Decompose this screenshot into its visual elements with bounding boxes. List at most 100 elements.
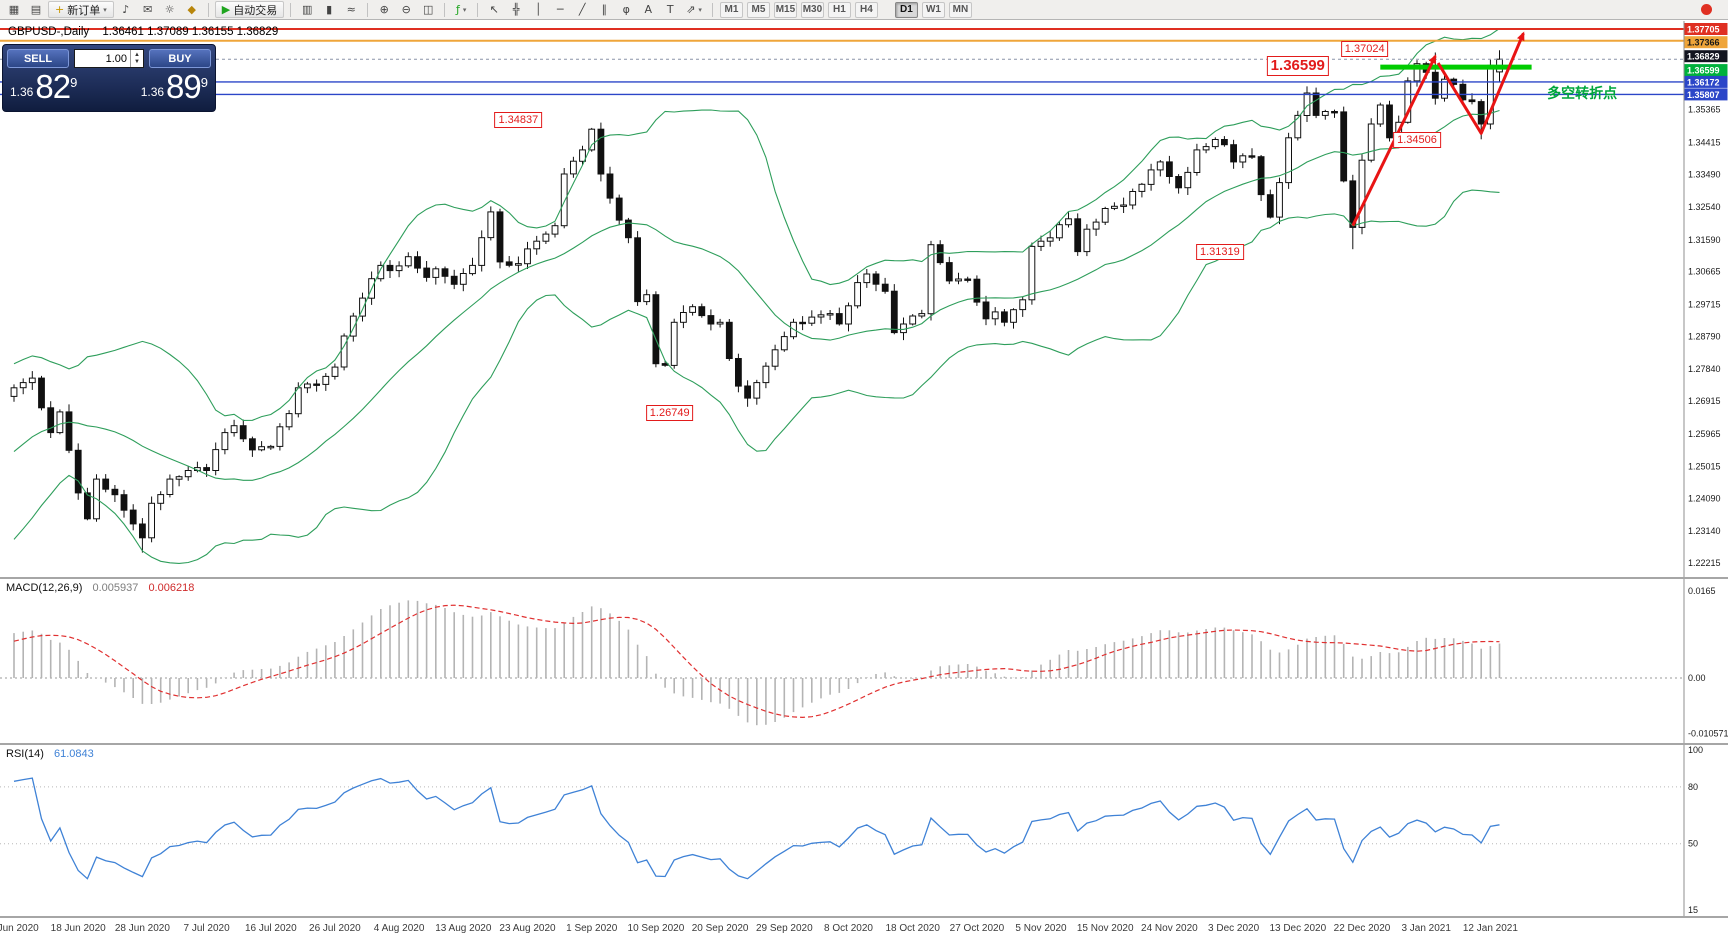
indicators-icon[interactable]: ƒ ▾ (451, 1, 471, 18)
mailbox-icon[interactable]: ✉ (138, 1, 158, 18)
news-icon[interactable]: ☼ (160, 1, 180, 18)
candle-body (478, 237, 486, 266)
candle-body (19, 382, 27, 389)
price-scale-label: 1.27840 (1688, 364, 1721, 374)
volume-increase-icon[interactable]: ▲ (134, 51, 140, 58)
timeframe-h4-button[interactable]: H4 (854, 1, 878, 18)
timeframe-m15-button[interactable]: M15 (773, 1, 797, 18)
horizontal-line-icon[interactable]: ─ (550, 1, 570, 18)
candle-body (955, 278, 962, 282)
candle-body (1413, 63, 1421, 82)
price-annotation[interactable]: 1.26749 (645, 404, 694, 421)
price-marker-label: 1.36599 (1687, 66, 1720, 76)
date-label: 24 Nov 2020 (1141, 923, 1198, 934)
price-scale-label: 1.31590 (1688, 235, 1721, 245)
community-icon: ◆ (187, 3, 196, 16)
toolbar-separator (477, 2, 479, 17)
ask-price-pip: 9 (200, 75, 208, 90)
price-scale-label: 1.22215 (1688, 558, 1721, 568)
line-chart-icon[interactable]: ≈ (341, 1, 361, 18)
candle-body (304, 383, 311, 389)
macd-pane[interactable]: 0.0165 0.00 -0.010571 (0, 579, 1728, 743)
bar-chart-icon[interactable]: ▥ (297, 1, 317, 18)
channel-icon[interactable]: ∥ (594, 1, 614, 18)
arrows-icon[interactable]: ⇗ ▾ (682, 1, 706, 18)
alerts-icon[interactable]: ♪ (116, 1, 136, 18)
timeframe-h1-button[interactable]: H1 (827, 1, 851, 18)
time-axis[interactable]: 8 Jun 2020 18 Jun 2020 28 Jun 2020 7 Jul 20… (0, 918, 1728, 942)
candle-body (139, 523, 146, 539)
candle-body (597, 128, 605, 175)
volume-input[interactable] (75, 50, 130, 67)
new-order-button[interactable]: + 新订单 ▾ (48, 1, 114, 18)
price-annotation[interactable]: 1.36599 (1266, 56, 1329, 77)
label-icon[interactable]: T (660, 1, 680, 18)
macd-scale-label: 0.0165 (1688, 586, 1716, 596)
rsi-pane[interactable]: 100 80 50 15 (0, 745, 1728, 916)
candlestick-chart-icon[interactable]: ▮ (319, 1, 339, 18)
candle-body (872, 273, 880, 285)
macd-signal-line (13, 604, 1500, 719)
macd-main-value: 0.005937 (92, 582, 139, 594)
date-label: 3 Jan 2021 (1401, 923, 1451, 934)
price-annotation[interactable]: 1.34837 (494, 112, 543, 129)
price-annotation[interactable]: 1.34506 (1393, 131, 1441, 148)
pane-divider[interactable] (0, 577, 1728, 579)
price-annotation[interactable]: 1.31319 (1196, 243, 1244, 260)
candle-body (716, 321, 724, 325)
candle-body (1367, 123, 1375, 161)
tile-windows-icon[interactable]: ◫ (418, 1, 438, 18)
candle-body (1285, 137, 1292, 184)
zoom-out-icon[interactable]: ⊖ (396, 1, 416, 18)
price-chart-pane[interactable]: 1.35365 1.34415 1.33490 1.32540 1.31590 1.306… (0, 21, 1728, 577)
candle-body (1221, 139, 1228, 146)
candle-body (524, 248, 531, 265)
text-icon[interactable]: A (638, 1, 658, 18)
turning-point-annotation[interactable]: 多空转折点 (1547, 85, 1618, 101)
trendline-icon[interactable]: ╱ (572, 1, 592, 18)
candle-body (414, 256, 421, 269)
pane-divider[interactable] (0, 743, 1728, 745)
price-marker (1684, 64, 1728, 77)
rsi-scale[interactable] (1684, 745, 1728, 916)
buy-button[interactable]: BUY (149, 49, 211, 68)
volume-decrease-icon[interactable]: ▼ (134, 58, 140, 65)
candle-body (579, 149, 586, 162)
timeframe-mn-button[interactable]: MN (948, 1, 972, 18)
price-annotation[interactable]: 1.37024 (1340, 41, 1389, 58)
price-scale-label: 1.35365 (1688, 105, 1721, 115)
date-label: 4 Aug 2020 (373, 923, 425, 934)
timeframe-m30-button[interactable]: M30 (800, 1, 824, 18)
timeframe-m1-button[interactable]: M1 (719, 1, 743, 18)
macd-signal-value: 0.006218 (148, 582, 195, 594)
rsi-name: RSI(14) (6, 748, 44, 760)
date-label: 20 Sep 2020 (691, 923, 749, 934)
date-label: 1 Sep 2020 (566, 923, 618, 934)
profiles-icon[interactable]: ▤ (26, 1, 46, 18)
candle-body (1202, 146, 1210, 151)
autotrading-button[interactable]: ▶ 自动交易 (214, 1, 285, 18)
sell-button[interactable]: SELL (7, 49, 69, 68)
macd-scale[interactable] (1684, 579, 1728, 743)
vertical-line-icon[interactable]: │ (528, 1, 548, 18)
candle-body (1120, 204, 1127, 207)
new-chart-icon[interactable]: ▦ (4, 1, 24, 18)
chevron-down-icon: ▾ (103, 5, 107, 14)
timeframe-m5-button[interactable]: M5 (746, 1, 770, 18)
candle-body (735, 358, 742, 387)
candle-body (964, 278, 972, 281)
candle-body (670, 321, 678, 366)
timeframe-d1-button[interactable]: D1 (894, 1, 918, 18)
symbol-period-label: GBPUSD-,Daily (8, 26, 90, 38)
community-icon[interactable]: ◆ (182, 1, 202, 18)
timeframe-w1-button[interactable]: W1 (921, 1, 945, 18)
vertical-line-icon: │ (534, 3, 542, 16)
candle-body (221, 432, 229, 451)
trend-arrow-object[interactable] (1436, 31, 1525, 135)
zoom-in-icon[interactable]: ⊕ (374, 1, 394, 18)
cursor-icon[interactable]: ↖ (484, 1, 504, 18)
price-scale[interactable] (1684, 21, 1728, 577)
candle-body (166, 478, 174, 496)
fibonacci-icon[interactable]: φ (616, 1, 636, 18)
crosshair-icon[interactable]: ╬ (506, 1, 526, 18)
